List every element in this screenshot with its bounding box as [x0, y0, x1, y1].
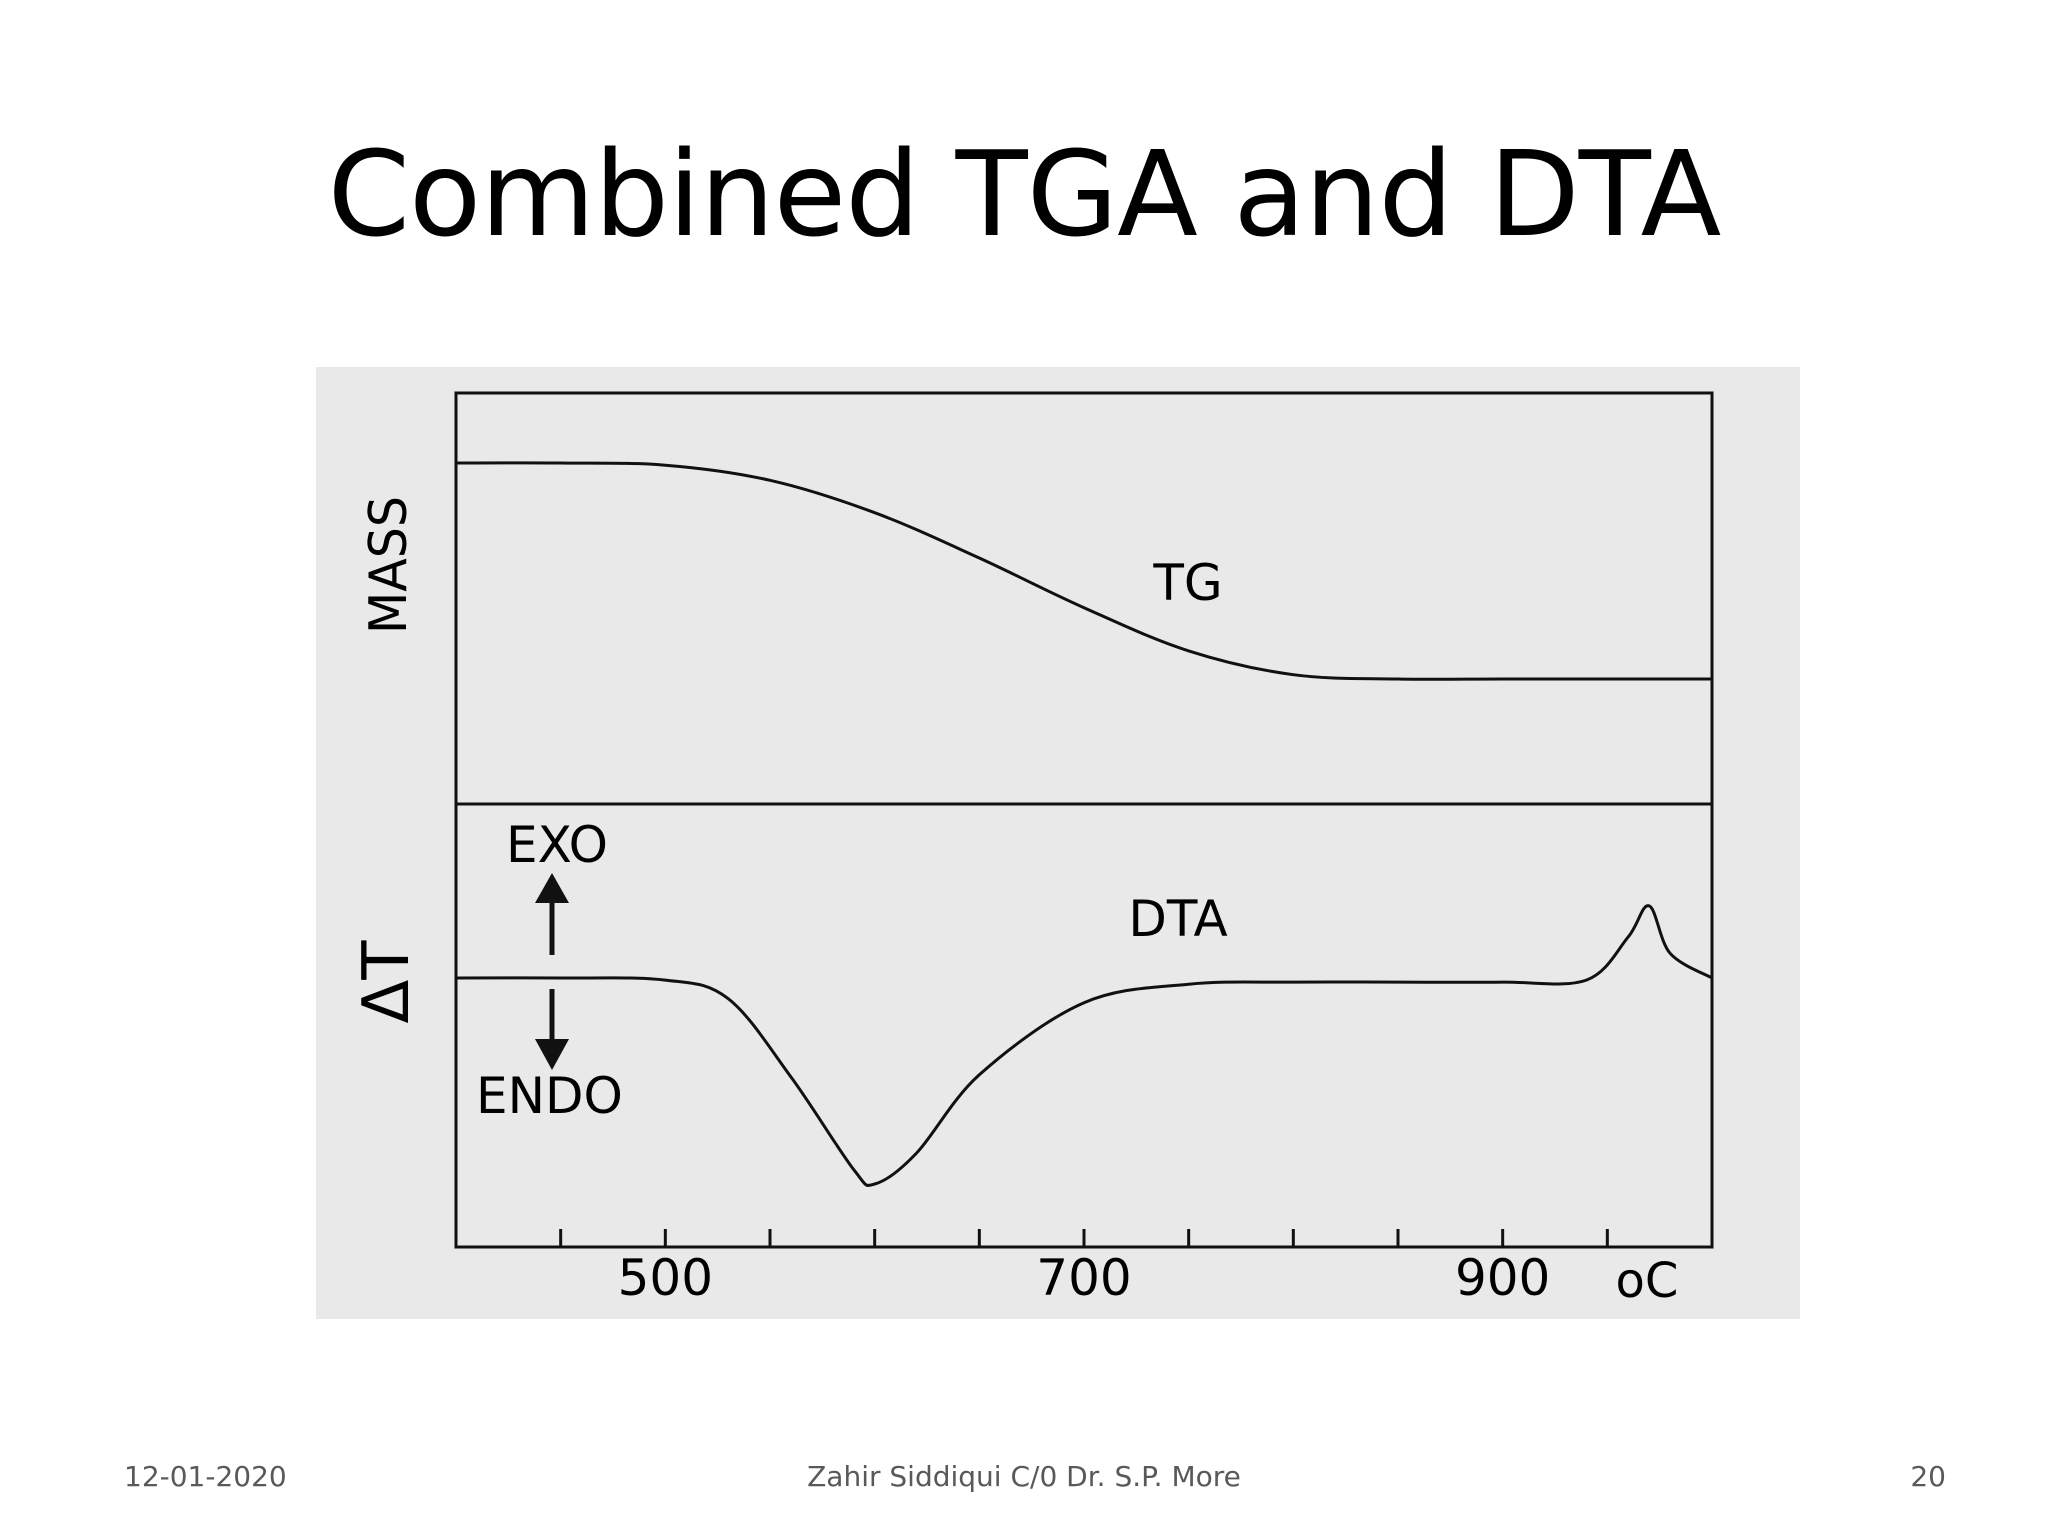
dta-curve [455, 904, 1713, 1187]
endo-arrow-head [535, 1039, 569, 1070]
x-axis-unit: oC [1616, 1253, 1679, 1309]
x-tick-label-700: 700 [1036, 1249, 1131, 1307]
tga-dta-chart: MASS ΔT TG DTA EXO ENDO 500 700 900 oC [350, 391, 1714, 1309]
slide-title: Combined TGA and DTA [327, 125, 1722, 263]
annotation-endo: ENDO [476, 1067, 623, 1125]
exo-arrow-head [535, 873, 569, 903]
footer-page-number: 20 [1910, 1460, 1946, 1493]
x-tick-label-500: 500 [618, 1249, 713, 1307]
tg-curve [455, 461, 1712, 681]
footer-author: Zahir Siddiqui C/0 Dr. S.P. More [807, 1460, 1241, 1493]
x-tick-label-900: 900 [1455, 1249, 1550, 1307]
footer-date: 12-01-2020 [124, 1460, 287, 1493]
series-label-tg: TG [1152, 554, 1222, 612]
tga-dta-figure: MASS ΔT TG DTA EXO ENDO 500 700 900 oC [316, 367, 1800, 1319]
y-axis-label-delta-t: ΔT [350, 940, 424, 1024]
y-axis-label-mass: MASS [359, 496, 419, 634]
plot-frame [454, 391, 1714, 1249]
series-label-dta: DTA [1128, 890, 1227, 948]
annotation-exo: EXO [506, 816, 608, 874]
